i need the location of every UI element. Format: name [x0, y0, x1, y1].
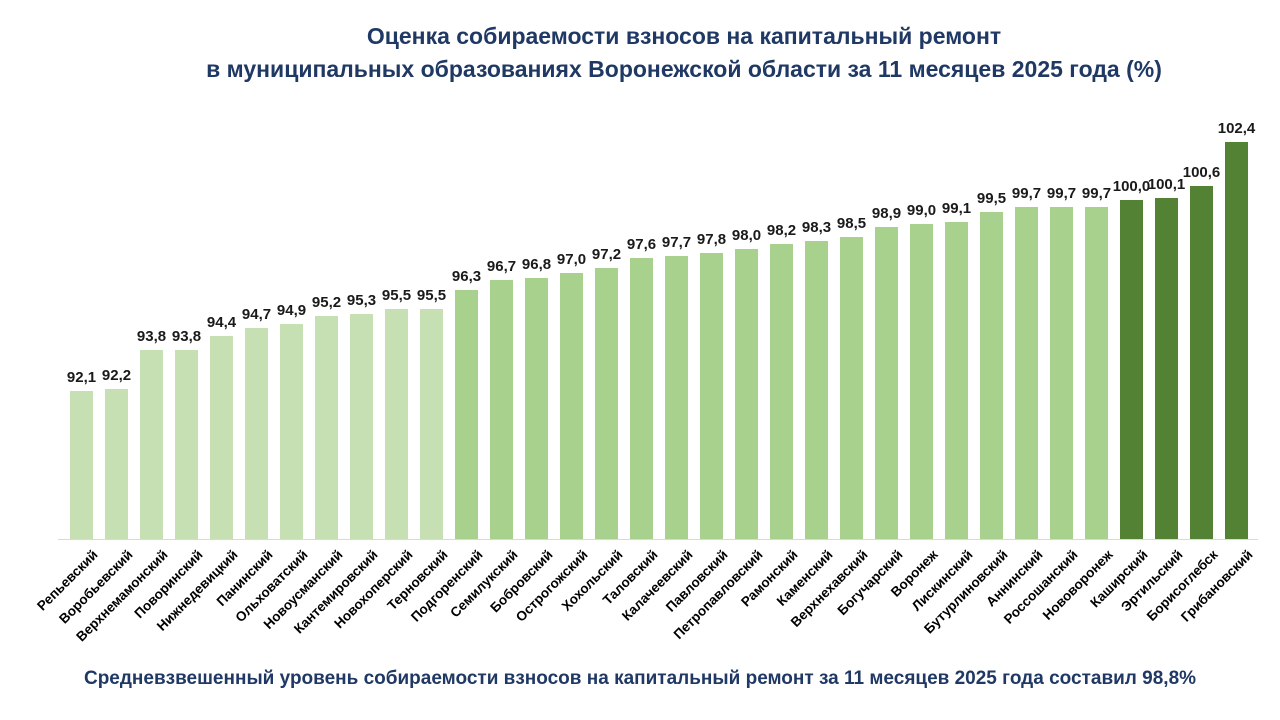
bar	[525, 277, 548, 539]
bar	[595, 267, 618, 539]
bar-value-label: 99,7	[1011, 185, 1042, 203]
bar	[1085, 207, 1108, 539]
bar-value-label: 92,2	[101, 366, 132, 384]
bar	[140, 350, 163, 539]
bar	[1050, 207, 1073, 539]
bar-value-label: 100,6	[1182, 163, 1221, 181]
bar	[385, 309, 408, 539]
bar	[980, 212, 1003, 539]
bar-value-label: 93,8	[171, 328, 202, 346]
bar-value-label: 99,1	[941, 199, 972, 217]
bar-value-label: 99,7	[1081, 185, 1112, 203]
bar	[1120, 200, 1143, 539]
bar	[1225, 142, 1248, 539]
bar	[840, 236, 863, 539]
bar	[420, 309, 443, 539]
chart-title-line2: в муниципальных образованиях Воронежской…	[206, 56, 1162, 83]
bar-value-label: 99,5	[976, 190, 1007, 208]
bar	[1015, 207, 1038, 539]
bar	[105, 388, 128, 539]
bar-value-label: 98,3	[801, 219, 832, 237]
bar-value-label: 95,5	[416, 287, 447, 305]
bar-value-label: 94,4	[206, 313, 237, 331]
bar	[315, 316, 338, 539]
x-axis-line	[58, 539, 1258, 540]
bar-value-label: 102,4	[1217, 120, 1256, 138]
bar-value-label: 96,7	[486, 258, 517, 276]
bar-value-label: 95,3	[346, 291, 377, 309]
bar	[630, 258, 653, 539]
bar	[560, 272, 583, 539]
bar-value-label: 98,2	[766, 221, 797, 239]
bar-value-label: 99,0	[906, 202, 937, 220]
bar-value-label: 97,8	[696, 231, 727, 249]
bar	[665, 255, 688, 539]
bar	[735, 248, 758, 539]
bar	[455, 289, 478, 539]
summary-note: Средневзвешенный уровень собираемости вз…	[83, 668, 1197, 689]
bar	[700, 253, 723, 539]
bar	[280, 323, 303, 539]
bar-value-label: 93,8	[136, 328, 167, 346]
bar	[945, 221, 968, 539]
bar-value-label: 97,0	[556, 250, 587, 268]
bar	[805, 241, 828, 539]
bar-value-label: 100,0	[1112, 178, 1151, 196]
chart-title: Оценка собираемости взносов на капитальн…	[88, 20, 1280, 87]
bar	[1155, 197, 1178, 539]
bar	[245, 328, 268, 539]
bar-value-label: 97,6	[626, 236, 657, 254]
bar	[175, 350, 198, 539]
bar-value-label: 94,9	[276, 301, 307, 319]
bar-value-label: 92,1	[66, 369, 97, 387]
bar-value-label: 98,0	[731, 226, 762, 244]
bar-value-label: 100,1	[1147, 175, 1186, 193]
bar	[350, 313, 373, 539]
bar-value-label: 99,7	[1046, 185, 1077, 203]
bar-value-label: 96,3	[451, 267, 482, 285]
bar-value-label: 97,2	[591, 245, 622, 263]
bar-value-label: 98,5	[836, 214, 867, 232]
bar-value-label: 96,8	[521, 255, 552, 273]
bar	[770, 243, 793, 539]
chart-title-line1: Оценка собираемости взносов на капитальн…	[366, 23, 1002, 49]
bar-value-label: 97,7	[661, 233, 692, 251]
bar-value-label: 94,7	[241, 306, 272, 324]
bar	[490, 280, 513, 539]
bar-value-label: 98,9	[871, 204, 902, 222]
bar-value-label: 95,5	[381, 287, 412, 305]
bar-value-label: 95,2	[311, 294, 342, 312]
bar	[910, 224, 933, 539]
bar	[210, 335, 233, 539]
bar	[875, 226, 898, 539]
bar	[1190, 185, 1213, 539]
bar	[70, 391, 93, 539]
